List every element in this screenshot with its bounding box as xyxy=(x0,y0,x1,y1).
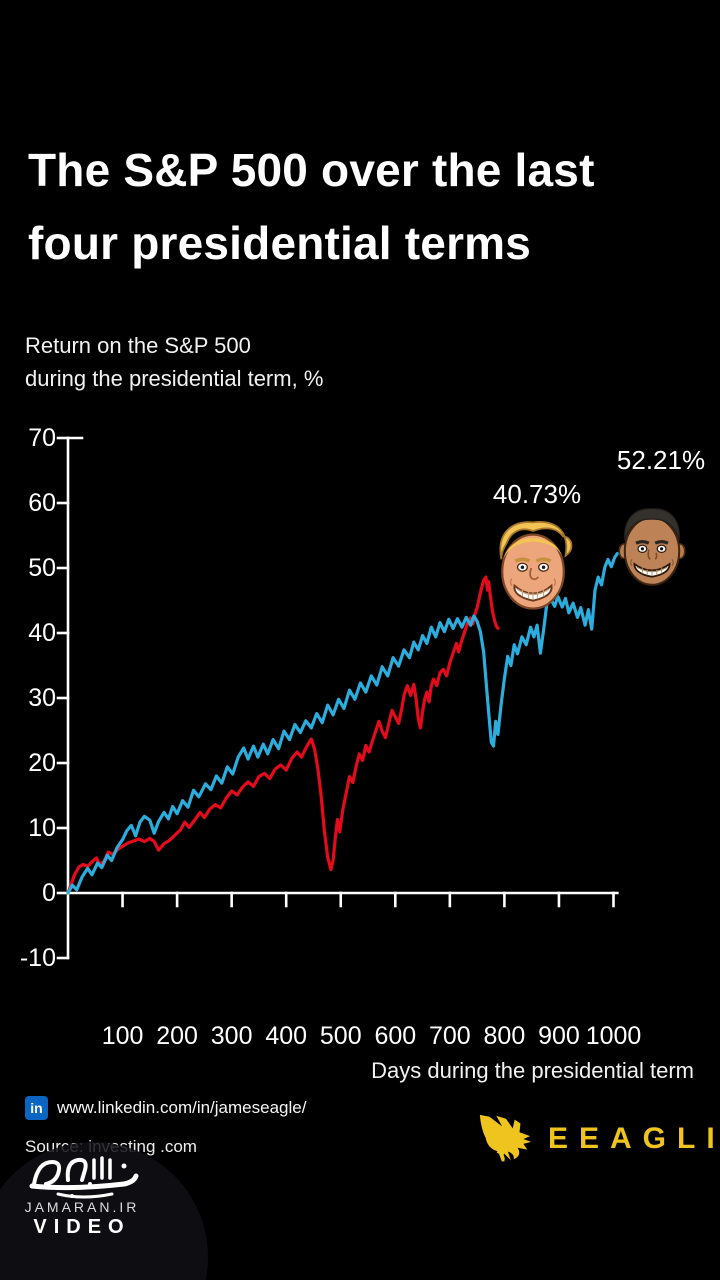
y-tick-label: 40 xyxy=(28,619,56,647)
chart-subtitle: Return on the S&P 500 during the preside… xyxy=(25,329,323,395)
subtitle-line-2: during the presidential term, % xyxy=(25,366,324,391)
obama-return-label: 52.21% xyxy=(616,445,706,475)
y-tick-label: 0 xyxy=(42,879,56,907)
series-line-0 xyxy=(66,575,500,895)
x-tick-label: 100 xyxy=(101,1022,144,1050)
linkedin-url: www.linkedin.com/in/jameseagle/ xyxy=(57,1098,307,1117)
page-title: The S&P 500 over the last four president… xyxy=(28,134,595,280)
linkedin-row: in www.linkedin.com/in/jameseagle/ xyxy=(25,1096,306,1120)
title-line-1: The S&P 500 over the last xyxy=(28,144,595,196)
x-tick-label: 200 xyxy=(156,1022,198,1050)
x-tick-label: 1000 xyxy=(585,1022,642,1050)
title-line-2: four presidential terms xyxy=(28,217,532,269)
x-tick-label: 300 xyxy=(210,1022,253,1050)
subtitle-line-1: Return on the S&P 500 xyxy=(25,333,251,358)
y-tick-label: -10 xyxy=(19,944,56,972)
x-axis-title: Days during the presidential term xyxy=(371,1058,694,1083)
y-tick-label: 20 xyxy=(28,749,56,777)
chart-series xyxy=(66,551,619,895)
watermark-video-label: VIDEO xyxy=(33,1216,131,1238)
eagle-icon xyxy=(479,1114,532,1163)
watermark-site: JAMARAN.IR xyxy=(24,1199,140,1215)
x-tick-label: 800 xyxy=(483,1022,526,1050)
x-tick-label: 400 xyxy=(265,1022,308,1050)
chart-axes xyxy=(56,436,619,960)
x-tick-label: 900 xyxy=(538,1022,580,1050)
series-line-1 xyxy=(66,551,619,895)
y-tick-label: 50 xyxy=(28,554,56,582)
trump-return-label: 40.73% xyxy=(492,479,582,509)
trump-face-icon xyxy=(499,521,573,610)
brand-name: EEAGLI xyxy=(548,1122,720,1155)
brand-logo: EEAGLI xyxy=(476,1112,720,1166)
linkedin-icon: in xyxy=(25,1096,48,1120)
y-tick-label: 70 xyxy=(28,424,56,452)
x-tick-label: 600 xyxy=(374,1022,417,1050)
y-tick-label: 60 xyxy=(28,489,56,517)
obama-face-icon xyxy=(618,508,686,586)
x-tick-label: 700 xyxy=(428,1022,471,1050)
y-tick-label: 10 xyxy=(28,814,56,842)
x-tick-label: 500 xyxy=(319,1022,362,1050)
y-tick-label: 30 xyxy=(28,684,56,712)
jamaran-calligraphy-icon xyxy=(29,1156,139,1199)
